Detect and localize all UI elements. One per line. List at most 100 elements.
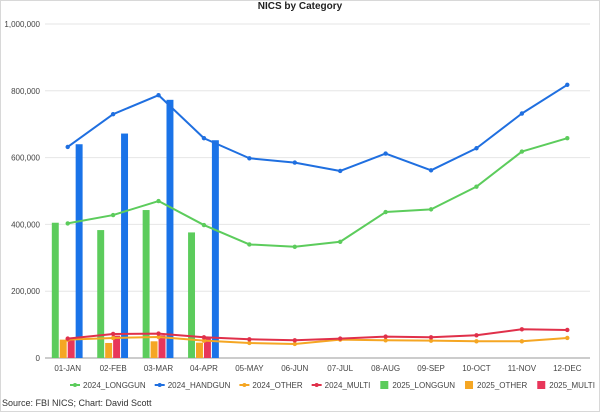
point-2024_longgun xyxy=(201,222,207,228)
bars xyxy=(51,99,219,359)
legend: 2024_LONGGUN 2024_HANDGUN 2024_OTHER 2024_M… xyxy=(70,381,595,390)
point-2024_handgun xyxy=(565,82,570,87)
y-tick-label: 800,000 xyxy=(11,87,40,96)
nics-chart: NICS by Category 0 200,000 400,000 600,000 8… xyxy=(4,1,595,390)
point-2024_handgun xyxy=(110,111,116,117)
legend-label: 2024_LONGGUN xyxy=(83,381,146,390)
bar-2025_multi xyxy=(67,337,75,358)
point-2024_longgun xyxy=(338,239,343,244)
bar-2025_handgun xyxy=(166,99,174,359)
legend-bar-swatch xyxy=(465,381,474,389)
point-2024_other xyxy=(110,335,116,341)
point-2024_longgun xyxy=(247,242,252,247)
chart-title: NICS by Category xyxy=(258,1,343,12)
y-tick-label: 0 xyxy=(36,354,41,363)
point-2024_multi xyxy=(383,334,388,339)
legend-label: 2024_HANDGUN xyxy=(168,381,231,390)
legend-label: 2025_OTHER xyxy=(477,381,527,390)
x-tick-label: 08-AUG xyxy=(371,364,400,373)
point-2024_longgun xyxy=(428,207,434,212)
y-tick-label: 1,000,000 xyxy=(4,20,40,29)
legend-label: 2024_OTHER xyxy=(252,381,302,390)
point-2024_other xyxy=(247,340,252,346)
x-tick-label: 04-APR xyxy=(190,364,218,373)
legend-marker xyxy=(314,383,319,387)
x-tick-label: 09-SEP xyxy=(417,364,445,373)
point-2024_multi xyxy=(338,336,343,341)
legend-marker xyxy=(157,383,162,387)
point-2024_multi xyxy=(428,335,434,340)
bar-2025_handgun xyxy=(121,133,129,358)
point-2024_longgun xyxy=(292,244,297,249)
legend-bar-swatch xyxy=(380,381,389,389)
point-2024_other xyxy=(565,335,570,341)
bar-2025_other xyxy=(196,342,203,358)
point-2024_other xyxy=(428,338,434,343)
x-tick-label: 11-NOV xyxy=(508,364,537,373)
point-2024_handgun xyxy=(201,136,207,141)
grid xyxy=(45,23,590,359)
line-2024_multi xyxy=(67,328,568,342)
legend-marker xyxy=(242,383,247,387)
point-2024_multi xyxy=(247,337,252,342)
point-2024_longgun xyxy=(65,221,70,226)
point-2024_other xyxy=(201,338,207,343)
point-2024_handgun xyxy=(428,168,434,173)
x-tick-label: 05-MAY xyxy=(235,364,264,373)
y-tick-label: 600,000 xyxy=(11,154,40,163)
x-tick-label: 03-MAR xyxy=(144,364,174,373)
y-tick-label: 400,000 xyxy=(11,220,40,229)
point-2024_multi xyxy=(292,338,297,343)
bar-2025_handgun xyxy=(211,140,219,358)
line-2024_other xyxy=(67,335,568,345)
bar-2025_multi xyxy=(158,335,166,358)
line-2024_handgun xyxy=(67,83,568,172)
point-2024_longgun xyxy=(519,149,525,154)
bar-2025_other xyxy=(105,342,113,358)
x-tick-label: 12-DEC xyxy=(553,364,582,373)
x-tick-label: 01-JAN xyxy=(54,364,81,373)
bar-2025_longgun xyxy=(142,210,150,358)
bar-2025_multi xyxy=(113,335,121,358)
point-2024_other xyxy=(292,341,297,347)
point-2024_multi xyxy=(565,327,570,333)
point-2024_handgun xyxy=(247,156,252,161)
legend-label: 2025_LONGGUN xyxy=(392,381,455,390)
bar-2025_longgun xyxy=(97,230,105,358)
legend-marker xyxy=(73,383,77,387)
point-2024_handgun xyxy=(383,151,388,156)
point-2024_other xyxy=(519,339,525,344)
lines xyxy=(65,82,570,347)
axes: 0 200,000 400,000 600,000 800,000 1,000,000 01… xyxy=(4,20,581,373)
bar-2025_longgun xyxy=(51,222,59,358)
point-2024_multi xyxy=(201,335,207,340)
source-text: Source: FBI NICS; Chart: David Scott xyxy=(2,398,152,408)
point-2024_other xyxy=(383,338,388,343)
bar-2025_other xyxy=(150,341,158,358)
point-2024_handgun xyxy=(338,168,343,174)
x-tick-label: 06-JUN xyxy=(281,364,308,373)
point-2024_handgun xyxy=(292,160,297,165)
point-2024_handgun xyxy=(474,146,479,151)
x-tick-label: 10-OCT xyxy=(462,364,491,373)
line-2024_longgun xyxy=(67,137,568,248)
point-2024_handgun xyxy=(519,111,525,116)
bar-2025_handgun xyxy=(75,144,83,358)
point-2024_longgun xyxy=(474,184,479,189)
point-2024_other xyxy=(474,339,479,344)
bar-2025_longgun xyxy=(188,232,196,358)
point-2024_multi xyxy=(519,327,525,332)
point-2024_multi xyxy=(474,333,479,338)
x-tick-label: 02-FEB xyxy=(100,364,127,373)
bar-2025_other xyxy=(59,339,67,358)
x-tick-label: 07-JUL xyxy=(327,364,353,373)
legend-bar-swatch xyxy=(537,381,546,389)
point-2024_longgun xyxy=(110,212,116,218)
point-2024_handgun xyxy=(65,144,70,150)
legend-label: 2024_MULTI xyxy=(325,381,371,390)
point-2024_longgun xyxy=(383,209,388,215)
point-2024_other xyxy=(156,334,161,340)
point-2024_longgun xyxy=(156,198,161,204)
point-2024_multi xyxy=(110,331,116,337)
bar-2025_multi xyxy=(203,337,211,358)
